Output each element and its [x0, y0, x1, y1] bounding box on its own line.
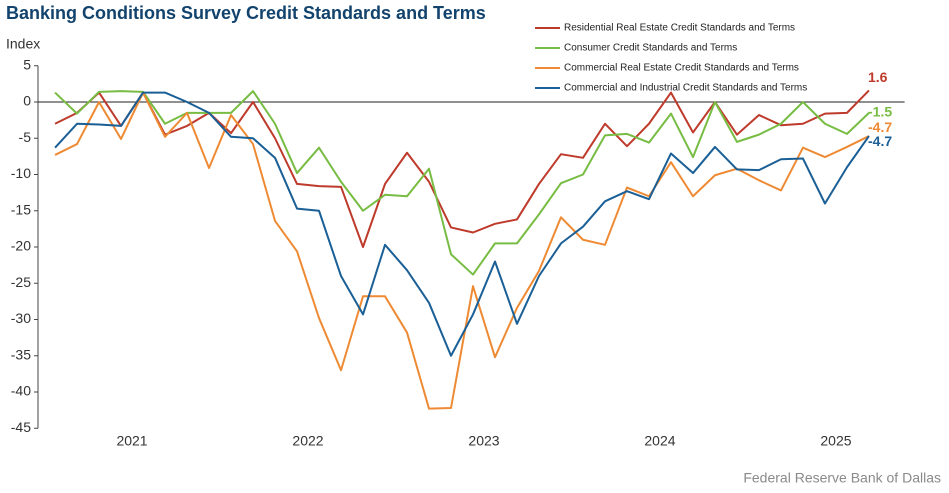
- x-tick-label: 2022: [292, 433, 323, 449]
- chart-title: Banking Conditions Survey Credit Standar…: [6, 3, 486, 23]
- end-label: -4.7: [868, 119, 892, 135]
- y-tick-label: -40: [11, 383, 31, 399]
- series-line: [54, 91, 870, 410]
- y-tick-label: 5: [23, 56, 31, 72]
- y-tick-label: -15: [11, 201, 31, 217]
- legend-label: Residential Real Estate Credit Standards…: [564, 23, 795, 34]
- y-tick-label: -30: [11, 310, 31, 326]
- legend-label: Commercial and Industrial Credit Standar…: [564, 83, 807, 94]
- series-line: [54, 89, 870, 248]
- y-tick-label: -20: [11, 238, 31, 254]
- x-tick-label: 2024: [644, 433, 675, 449]
- end-label: 1.6: [868, 69, 888, 85]
- x-tick-label: 2023: [468, 433, 499, 449]
- legend-label: Consumer Credit Standards and Terms: [564, 43, 737, 54]
- y-tick-label: -5: [19, 129, 32, 145]
- y-tick-label: -10: [11, 165, 31, 181]
- legend-label: Commercial Real Estate Credit Standards …: [564, 63, 799, 74]
- x-tick-label: 2021: [116, 433, 147, 449]
- y-tick-label: -45: [11, 419, 31, 435]
- series-line: [54, 90, 870, 276]
- y-tick-label: -35: [11, 346, 31, 362]
- source: Federal Reserve Bank of Dallas: [743, 470, 941, 486]
- end-label: -4.7: [868, 133, 892, 149]
- x-tick-label: 2025: [820, 433, 851, 449]
- y-axis-label: Index: [6, 36, 40, 52]
- end-label: -1.5: [868, 104, 892, 120]
- y-tick-label: -25: [11, 274, 31, 290]
- y-tick-label: 0: [23, 93, 31, 109]
- series-line: [54, 91, 870, 357]
